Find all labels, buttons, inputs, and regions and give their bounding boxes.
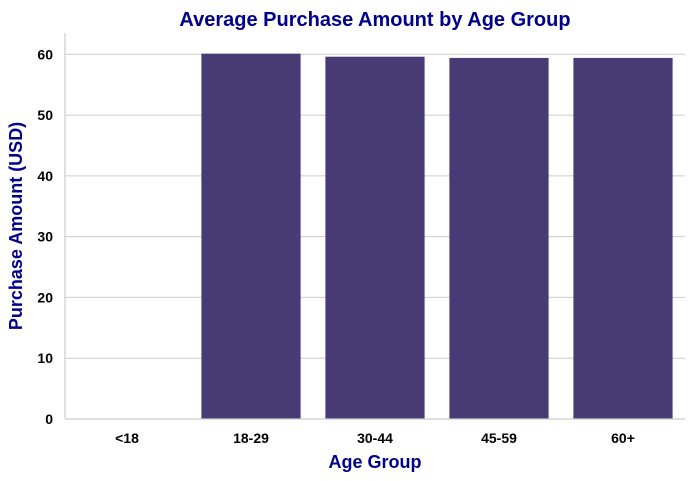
- x-tick-labels: <18 18-29 30-44 45-59 60+: [115, 430, 635, 446]
- bar: [449, 57, 549, 419]
- chart-title: Average Purchase Amount by Age Group: [179, 9, 570, 31]
- x-tick-label: <18: [115, 430, 139, 446]
- y-tick-label: 40: [37, 168, 53, 184]
- bar: [325, 56, 425, 419]
- y-tick-label: 20: [37, 289, 53, 305]
- y-tick-label: 0: [45, 411, 53, 427]
- bar: [573, 57, 673, 419]
- x-tick-label: 60+: [611, 430, 635, 446]
- x-axis-label: Age Group: [329, 452, 422, 472]
- bars: [201, 53, 673, 419]
- y-tick-label: 30: [37, 229, 53, 245]
- x-tick-label: 45-59: [481, 430, 517, 446]
- y-tick-label: 10: [37, 350, 53, 366]
- y-tick-label: 50: [37, 107, 53, 123]
- x-tick-label: 30-44: [357, 430, 393, 446]
- y-tick-labels: 0 10 20 30 40 50 60: [37, 46, 53, 427]
- bar: [201, 53, 301, 419]
- y-axis-label: Purchase Amount (USD): [6, 122, 26, 330]
- x-tick-label: 18-29: [233, 430, 269, 446]
- y-tick-label: 60: [37, 46, 53, 62]
